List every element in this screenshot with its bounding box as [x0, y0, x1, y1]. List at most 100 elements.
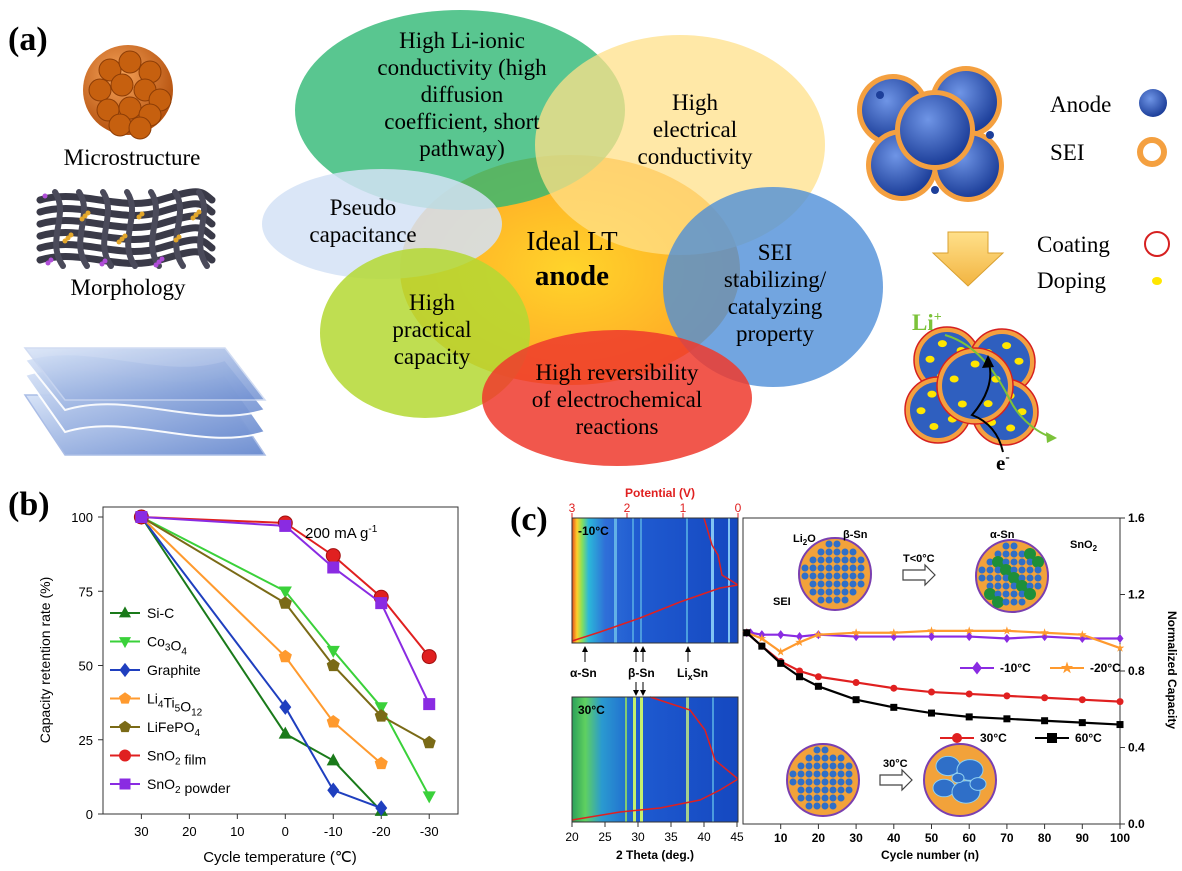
potential-tick: 3 [569, 501, 576, 515]
series-point-5-2 [325, 548, 341, 564]
c-series-point-1-6 [889, 628, 899, 637]
c-series-point-3-7 [928, 709, 935, 717]
down-arrow [931, 231, 1005, 287]
center-anode: anode [535, 260, 609, 292]
chart-c-xtick: 60 [963, 831, 977, 845]
chart-c-ytick: 1.6 [1128, 511, 1145, 525]
chart-b-ytick: 50 [79, 659, 93, 674]
c-series-point-2-7 [928, 688, 935, 696]
coated-doped-cluster [904, 326, 1039, 446]
c-series-point-3-8 [965, 713, 973, 721]
legend-anode-swatch [1139, 89, 1167, 117]
chart-c-xtick: 10 [774, 831, 788, 845]
c-series-point-3-12 [1116, 721, 1124, 729]
legend-coating-swatch [1144, 231, 1170, 257]
chart-c-xlabel: Cycle number (n) [881, 848, 979, 862]
inset-beta-sn: β-Sn [843, 529, 868, 541]
heatmap-xtick: 30 [631, 830, 645, 844]
c-series-point-1-10 [1040, 628, 1049, 637]
inset-cond-warm: 30°C [883, 758, 908, 770]
chart-c-xtick: 90 [1076, 831, 1090, 845]
chart-b-xtick: -10 [324, 824, 343, 839]
legend-marker-2 [119, 662, 131, 678]
c-legend-label-0: -10°C [1000, 661, 1031, 675]
legend-sei-swatch [1137, 137, 1167, 167]
series-point-4-3 [374, 709, 388, 722]
phase-lixsn: LixSn [677, 666, 708, 682]
c-series-point-3-1 [758, 642, 766, 650]
chart-c-xtick: 100 [1110, 831, 1130, 845]
chart-b-ylabel: Capacity retention rate (%) [37, 577, 53, 744]
potential-tick: 2 [624, 501, 631, 515]
c-series-point-3-4 [814, 682, 822, 690]
series-point-1-2 [326, 645, 340, 658]
series-point-6-4 [423, 698, 436, 711]
panel-a-label: (a) [8, 21, 48, 58]
c-legend-label-3: 60°C [1075, 731, 1102, 745]
c-series-point-3-2 [777, 659, 785, 667]
c-series-point-2-8 [965, 690, 973, 698]
c-series-point-2-10 [1041, 694, 1049, 702]
c-series-point-3-5 [852, 696, 860, 704]
c-series-point-2-6 [890, 684, 898, 692]
legend-coating-label: Coating [1037, 232, 1110, 257]
c-series-point-2-3 [796, 667, 804, 675]
c-series-point-1-5 [851, 628, 861, 637]
chart-b-annotation: 200 mA g-1 [305, 524, 378, 542]
inset-particles [786, 537, 1049, 817]
chart-c-xtick: 40 [887, 831, 901, 845]
c-series-point-0-3 [777, 630, 785, 640]
microstructure-icon [83, 45, 173, 140]
chart-b-ytick: 0 [86, 807, 93, 822]
series-point-1-3 [374, 702, 388, 715]
ellipse-label-2: Pseudo capacitance [309, 195, 416, 247]
legend-label-1: Co3O4 [147, 634, 187, 658]
li-ion-path [944, 334, 1056, 439]
morphology-icon [35, 188, 216, 270]
c-legend-label-1: -20°C [1090, 661, 1121, 675]
heatmap-xtick: 40 [697, 830, 711, 844]
chart-b-frame [102, 506, 459, 815]
ellipse-diagram: High Li-ionic conductivity (high diffusion… [262, 10, 883, 466]
chart-c-ylabel: Normalized Capacity [1165, 611, 1179, 729]
c-series-point-1-3 [795, 637, 804, 646]
morphology-label: Morphology [71, 275, 187, 300]
heatmap-bottom [571, 696, 739, 822]
c-series-point-1-11 [1078, 630, 1087, 639]
chart-c-xtick: 50 [925, 831, 939, 845]
chart-b-ytick: 100 [71, 510, 93, 525]
chart-c-xtick: 20 [812, 831, 826, 845]
chart-c-ytick: 0.4 [1128, 741, 1145, 755]
legend-marker-0 [118, 606, 132, 618]
anode-sei-schematic [857, 66, 1004, 202]
c-series-point-2-12 [1116, 698, 1124, 706]
chart-b-xtick: 30 [134, 824, 148, 839]
series-point-3-3 [374, 756, 388, 770]
c-series-point-0-4 [796, 632, 804, 642]
series-line-2 [140, 516, 382, 809]
chart-b-ytick: 75 [79, 584, 93, 599]
ellipse-capacity [320, 248, 530, 418]
chart-c-ytick: 1.2 [1128, 588, 1145, 602]
legend-label-0: Si-C [147, 605, 174, 621]
series-point-6-2 [327, 561, 340, 574]
temp-top-label: -10°C [578, 524, 609, 538]
legend-marker-4 [119, 720, 131, 733]
legend-marker-1 [118, 637, 132, 649]
legend-label-4: LiFePO4 [147, 719, 200, 739]
c-series-point-3-3 [796, 673, 804, 681]
c-legend-label-2: 30°C [980, 731, 1007, 745]
chart-b-ytick: 25 [79, 733, 93, 748]
panel-b-label: (b) [8, 486, 50, 523]
series-point-3-1 [278, 649, 292, 663]
center-title: Ideal LT [526, 226, 618, 256]
legend-label-2: Graphite [147, 662, 201, 678]
chart-b-xlabel: Cycle temperature (℃) [203, 849, 357, 866]
inset-sei: SEI [773, 596, 791, 608]
ellipse-reversibility [482, 330, 752, 466]
c-series-point-0-1 [747, 628, 755, 638]
legend-label-3: Li4Ti5O12 [147, 691, 203, 719]
layered-sheets-icon [23, 347, 267, 456]
